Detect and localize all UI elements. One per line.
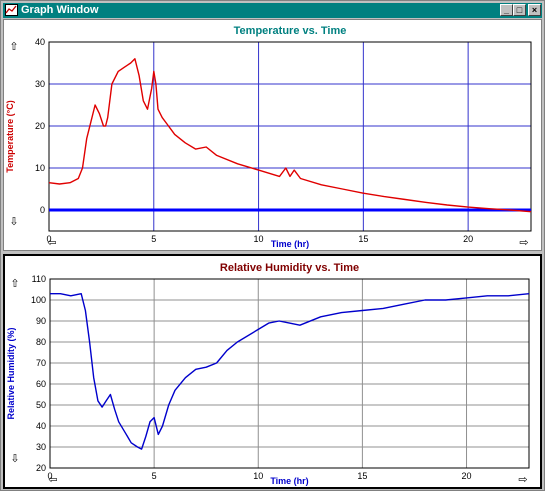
x-axis-label: Time (hr) bbox=[270, 476, 308, 486]
x-tick-label: 0 bbox=[47, 471, 52, 481]
x-tick-label: 10 bbox=[253, 471, 263, 481]
temperature-chart: 0 10 20 30 40 0 5 10 15 20 Temperature vs. Time Tim… bbox=[5, 25, 532, 249]
y-tick-label: 30 bbox=[35, 79, 45, 89]
scroll-up-icon[interactable]: ⇧ bbox=[9, 41, 19, 53]
x-tick-label: 15 bbox=[357, 471, 367, 481]
humidity-chart-pane: 20 30 40 50 60 70 80 90 100 110 0 5 10 15 20 Relative H… bbox=[3, 254, 542, 489]
y-tick-label: 90 bbox=[36, 316, 46, 326]
scroll-right-icon[interactable]: ⇨ bbox=[519, 237, 529, 249]
y-tick-label: 40 bbox=[36, 421, 46, 431]
y-tick-label: 100 bbox=[31, 295, 46, 305]
scroll-right-icon[interactable]: ⇨ bbox=[518, 474, 528, 486]
humidity-chart: 20 30 40 50 60 70 80 90 100 110 0 5 10 15 20 Relative H… bbox=[6, 262, 530, 486]
y-tick-label: 10 bbox=[35, 163, 45, 173]
scroll-left-icon[interactable]: ⇦ bbox=[47, 237, 57, 249]
y-tick-label: 20 bbox=[36, 463, 46, 473]
y-tick-label: 60 bbox=[36, 379, 46, 389]
y-axis-label: Relative Humidity (%) bbox=[6, 327, 16, 419]
y-tick-label: 0 bbox=[40, 205, 45, 215]
plot-area-frame bbox=[49, 278, 530, 469]
x-tick-label: 20 bbox=[463, 234, 473, 244]
chart-title: Temperature vs. Time bbox=[234, 25, 347, 37]
graph-app-icon bbox=[5, 4, 18, 16]
y-tick-label: 20 bbox=[35, 121, 45, 131]
maximize-button[interactable]: □ bbox=[513, 4, 526, 16]
window-title: Graph Window bbox=[21, 4, 99, 16]
x-axis-label: Time (hr) bbox=[271, 239, 309, 249]
y-tick-label: 80 bbox=[36, 337, 46, 347]
y-axis-label: Temperature (°C) bbox=[5, 100, 15, 172]
data-series-line bbox=[48, 58, 532, 213]
y-tick-label: 50 bbox=[36, 400, 46, 410]
close-button[interactable]: × bbox=[528, 4, 541, 16]
y-tick-label: 70 bbox=[36, 358, 46, 368]
y-tick-label: 110 bbox=[32, 274, 46, 284]
title-bar[interactable]: Graph Window _ □ × bbox=[3, 3, 542, 18]
temperature-chart-pane: 0 10 20 30 40 0 5 10 15 20 Temperature vs. Time Tim… bbox=[3, 19, 542, 251]
data-series-line bbox=[50, 293, 530, 450]
chart-title: Relative Humidity vs. Time bbox=[220, 262, 359, 274]
y-tick-label: 40 bbox=[35, 37, 45, 47]
x-tick-label: 15 bbox=[358, 234, 368, 244]
minimize-button[interactable]: _ bbox=[500, 4, 513, 16]
x-tick-label: 20 bbox=[462, 471, 472, 481]
x-tick-label: 0 bbox=[46, 234, 51, 244]
plot-area-frame bbox=[48, 41, 532, 232]
scroll-left-icon[interactable]: ⇦ bbox=[48, 474, 58, 486]
x-tick-label: 5 bbox=[152, 471, 157, 481]
x-tick-label: 5 bbox=[151, 234, 156, 244]
y-tick-label: 30 bbox=[36, 442, 46, 452]
x-tick-label: 10 bbox=[254, 234, 264, 244]
scroll-down-icon[interactable]: ⇩ bbox=[10, 453, 20, 465]
scroll-down-icon[interactable]: ⇩ bbox=[9, 216, 19, 228]
scroll-up-icon[interactable]: ⇧ bbox=[10, 278, 20, 290]
